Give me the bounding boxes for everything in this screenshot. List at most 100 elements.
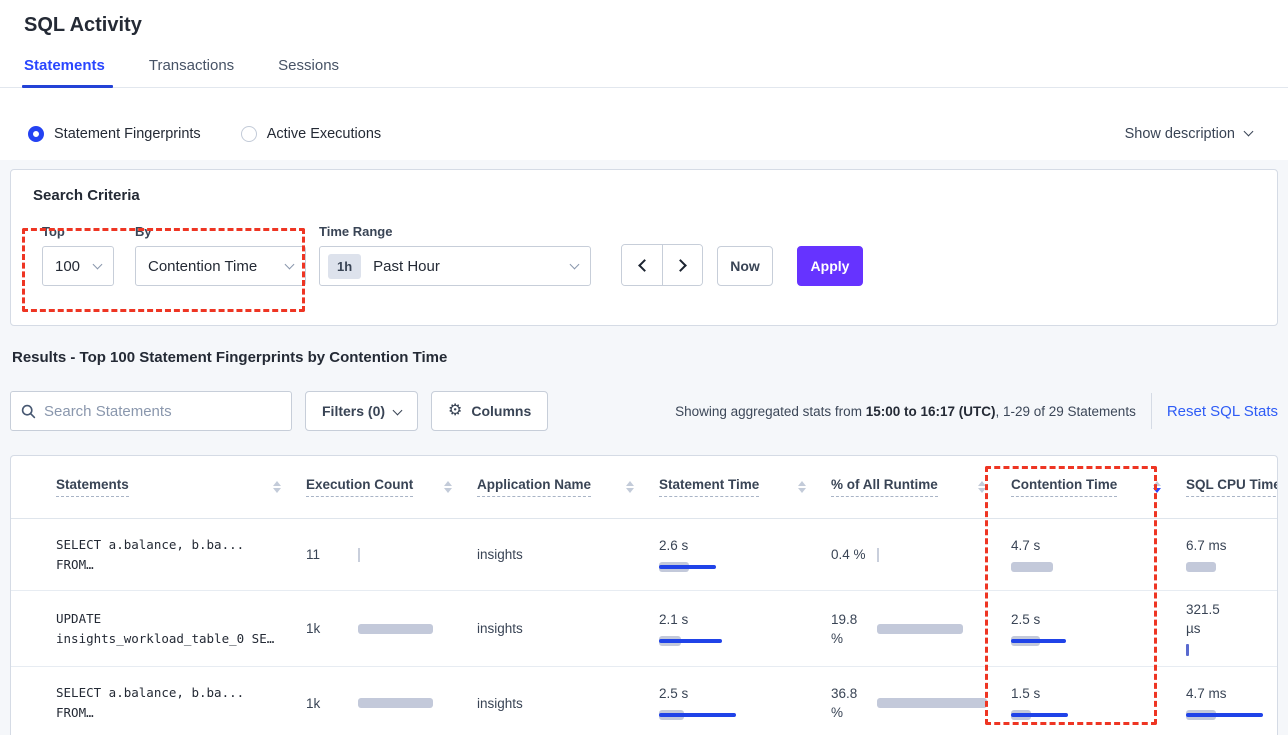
statement-line: UPDATE (56, 610, 102, 626)
time-range-badge: 1h (328, 253, 362, 279)
sort-icon (978, 481, 986, 493)
time-range-next-button[interactable] (662, 245, 702, 285)
stddev-bar (358, 623, 433, 634)
radio-selected-icon (28, 125, 44, 142)
sort-desc-icon (444, 488, 452, 493)
mean-bar (659, 564, 717, 569)
column-header-application-name[interactable]: Application Name (477, 477, 659, 497)
radio-label: Active Executions (266, 125, 382, 142)
columns-button[interactable]: ⚙ Columns (431, 391, 549, 431)
statement-line: FROM… (56, 705, 94, 720)
contention-time-cell: 1.5 s (1011, 667, 1186, 735)
sort-asc-icon (626, 481, 634, 486)
showing-stats-text: Showing aggregated stats from 15:00 to 1… (675, 403, 1136, 419)
statement-time-value: 2.6 s (659, 537, 689, 553)
tab-sessions[interactable]: Sessions (278, 57, 340, 74)
execution-count-cell: 1k (306, 591, 477, 666)
filters-button[interactable]: Filters (0) (305, 391, 419, 431)
statement-fingerprint-link[interactable]: UPDATE insights_workload_table_0 SE… (56, 591, 306, 666)
sort-icon (444, 481, 452, 493)
column-header-sql-cpu-time[interactable]: SQL CPU Time (1186, 477, 1277, 497)
mean-value-tick (1186, 644, 1189, 656)
sort-icon (273, 481, 281, 493)
page-title: SQL Activity (24, 14, 142, 36)
time-range-select[interactable]: 1h Past Hour (319, 246, 591, 286)
statement-time-value: 2.1 s (659, 611, 689, 627)
column-header-statement-time[interactable]: Statement Time (659, 477, 831, 497)
statement-fingerprint-link[interactable]: SELECT a.balance, b.ba... FROM… (56, 667, 306, 735)
radio-label: Statement Fingerprints (54, 125, 201, 142)
sort-icon (626, 481, 634, 493)
search-icon (21, 404, 36, 418)
sort-desc-icon (798, 488, 806, 493)
application-name-cell: insights (477, 667, 659, 735)
sort-asc-icon (798, 481, 806, 486)
stat-bar (1011, 560, 1121, 574)
column-header-label: % of All Runtime (831, 477, 938, 497)
application-name-cell: insights (477, 591, 659, 666)
statement-time-cell: 2.1 s (659, 591, 831, 666)
chevron-right-icon (674, 258, 687, 272)
tab-statements[interactable]: Statements (22, 57, 113, 88)
by-control: By Contention Time (135, 224, 306, 286)
top-control: Top 100 (33, 224, 114, 286)
contention-time-value: 4.7 s (1011, 537, 1041, 553)
by-select[interactable]: Contention Time (135, 246, 306, 286)
radio-active-executions[interactable]: Active Executions (240, 125, 382, 142)
contention-time-cell: 2.5 s (1011, 591, 1186, 666)
radio-statement-fingerprints[interactable]: Statement Fingerprints (28, 125, 201, 142)
sort-icon (1153, 481, 1161, 493)
pct-of-runtime-value: 19.8 % (831, 611, 858, 646)
top-select[interactable]: 100 (42, 246, 114, 286)
page-header: SQL Activity (0, 0, 1288, 37)
sort-desc-icon (626, 488, 634, 493)
apply-button[interactable]: Apply (797, 246, 863, 286)
columns-label: Columns (471, 403, 532, 419)
sql-cpu-time-value: 4.7 ms (1186, 686, 1227, 701)
top-select-value: 100 (55, 257, 81, 275)
column-header-statements[interactable]: Statements (56, 477, 306, 497)
application-name-value: insights (477, 547, 523, 562)
sql-cpu-time-cell: 321.5 µs (1186, 591, 1277, 666)
statement-fingerprint-link[interactable]: SELECT a.balance, b.ba... FROM… (56, 519, 306, 590)
stat-bar (659, 560, 769, 574)
sort-desc-icon (978, 488, 986, 493)
mean-bar (659, 713, 736, 717)
top-label: Top (42, 224, 65, 239)
statement-line: SELECT a.balance, b.ba... (56, 536, 245, 552)
chevron-down-icon (92, 259, 103, 269)
sql-cpu-time-value: 321.5 µs (1186, 602, 1220, 636)
table-header-row: Statements Execution Count Application Nam… (11, 456, 1277, 519)
search-criteria-controls: Top 100 By Contention Time (33, 224, 1255, 286)
sort-asc-icon (978, 481, 986, 486)
chevron-down-icon (569, 259, 580, 269)
contention-time-cell: 4.7 s (1011, 519, 1186, 590)
column-header-label: Statement Time (659, 477, 760, 497)
search-statements-input[interactable] (44, 402, 281, 420)
filters-label: Filters (0) (322, 403, 386, 419)
tab-transactions[interactable]: Transactions (148, 57, 235, 74)
column-header-contention-time[interactable]: Contention Time (1011, 477, 1186, 497)
execution-count-cell: 11 (306, 519, 477, 590)
mean-bar (1011, 713, 1069, 717)
sql-cpu-time-cell: 4.7 ms (1186, 667, 1277, 735)
stddev-bar (877, 623, 963, 634)
show-description-toggle[interactable]: Show description (1125, 126, 1254, 142)
column-header--of-all-runtime[interactable]: % of All Runtime (831, 477, 1011, 497)
tab-bar: Statements Transactions Sessions (0, 57, 1288, 88)
column-header-label: Statements (56, 477, 129, 497)
now-button[interactable]: Now (717, 246, 773, 286)
sort-asc-icon (444, 481, 452, 486)
application-name-cell: insights (477, 519, 659, 590)
stat-bar (1011, 634, 1121, 648)
application-name-value: insights (477, 695, 523, 711)
results-toolbar: Filters (0) ⚙ Columns Showing aggregated… (10, 391, 1278, 431)
reset-sql-stats-link[interactable]: Reset SQL Stats (1166, 402, 1278, 420)
statement-time-value: 2.5 s (659, 686, 689, 701)
time-range-value: Past Hour (373, 257, 440, 275)
stat-bar (1011, 708, 1121, 722)
time-range-prev-button[interactable] (622, 245, 662, 285)
vertical-divider (1150, 393, 1152, 429)
statement-line: FROM… (56, 556, 94, 572)
column-header-execution-count[interactable]: Execution Count (306, 477, 477, 497)
